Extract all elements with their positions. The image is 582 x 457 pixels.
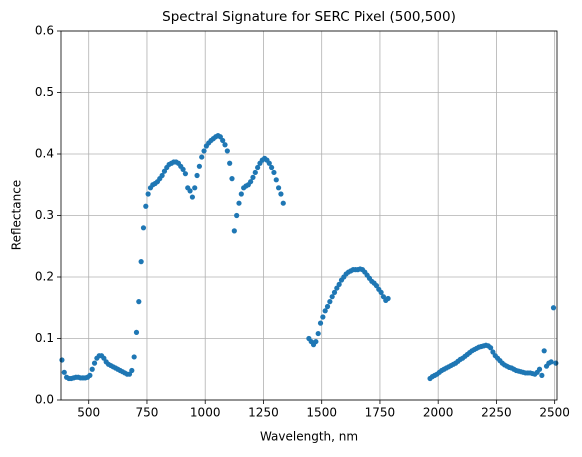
point <box>548 359 554 365</box>
x-tick-label: 2500 <box>539 406 570 420</box>
point <box>234 212 240 219</box>
x-tick-label: 1500 <box>306 406 337 420</box>
x-tick-label: 500 <box>77 406 100 420</box>
y-tick-label: 0.2 <box>35 270 54 284</box>
point <box>324 303 331 310</box>
y-axis-label: Reflectance <box>10 180 24 250</box>
point <box>126 371 133 377</box>
point <box>315 330 321 337</box>
point <box>539 372 545 378</box>
point <box>380 294 387 300</box>
point <box>280 200 286 206</box>
point <box>136 299 142 305</box>
point <box>145 191 151 197</box>
point <box>187 188 193 194</box>
point <box>541 348 547 354</box>
x-tick-label: 1000 <box>190 406 221 420</box>
point <box>488 345 494 351</box>
point <box>334 285 340 291</box>
point <box>59 357 65 363</box>
point <box>143 203 149 209</box>
point <box>231 228 237 234</box>
point <box>220 137 226 144</box>
point <box>201 148 207 154</box>
point <box>271 169 277 176</box>
point <box>238 191 244 197</box>
point <box>553 360 559 366</box>
point <box>224 148 230 154</box>
point <box>236 200 242 206</box>
point <box>101 355 107 361</box>
point <box>255 164 261 171</box>
y-tick-label: 0.4 <box>35 147 54 161</box>
point <box>320 314 326 320</box>
x-tick-label: 2250 <box>481 406 512 420</box>
point <box>550 305 557 311</box>
point <box>159 172 165 179</box>
point <box>536 366 543 372</box>
point <box>61 369 67 375</box>
point <box>229 176 235 182</box>
point <box>373 283 380 289</box>
point <box>89 366 95 372</box>
point <box>278 191 284 197</box>
point <box>275 185 282 191</box>
y-tick-label: 0.6 <box>35 24 54 38</box>
point <box>199 154 205 160</box>
point <box>327 299 333 305</box>
point <box>378 289 384 295</box>
plot-frame <box>60 30 558 401</box>
point <box>91 360 98 366</box>
point <box>138 259 144 265</box>
point <box>336 281 342 287</box>
point <box>331 289 338 295</box>
y-tick-label: 0.1 <box>35 331 54 345</box>
point <box>252 169 258 176</box>
point <box>329 294 335 300</box>
point <box>189 194 195 200</box>
x-tick-label: 750 <box>136 406 159 420</box>
point <box>129 367 135 374</box>
point <box>248 179 254 185</box>
point <box>87 372 93 378</box>
point <box>196 163 202 169</box>
x-tick-label: 1750 <box>365 406 396 420</box>
point <box>250 174 256 180</box>
chart-title: Spectral Signature for SERC Pixel (500,5… <box>162 9 456 25</box>
point <box>269 164 275 171</box>
point <box>140 225 147 231</box>
point <box>313 338 319 345</box>
x-axis-label: Wavelength, nm <box>260 430 358 444</box>
point <box>131 354 137 360</box>
point <box>227 160 233 166</box>
point <box>192 185 198 191</box>
point <box>273 177 279 183</box>
y-tick-label: 0.0 <box>35 393 54 407</box>
point <box>194 172 200 179</box>
y-tick-label: 0.3 <box>35 208 54 222</box>
point <box>182 171 189 177</box>
point <box>317 320 324 326</box>
point <box>161 168 168 174</box>
x-tick-label: 2000 <box>423 406 454 420</box>
point <box>385 295 391 302</box>
point <box>490 349 496 355</box>
x-tick-label: 1250 <box>248 406 279 420</box>
point <box>266 160 272 166</box>
point <box>222 142 228 148</box>
point <box>133 329 140 335</box>
point <box>180 166 186 172</box>
y-tick-label: 0.5 <box>35 85 54 99</box>
point <box>217 134 223 140</box>
point <box>322 308 328 314</box>
